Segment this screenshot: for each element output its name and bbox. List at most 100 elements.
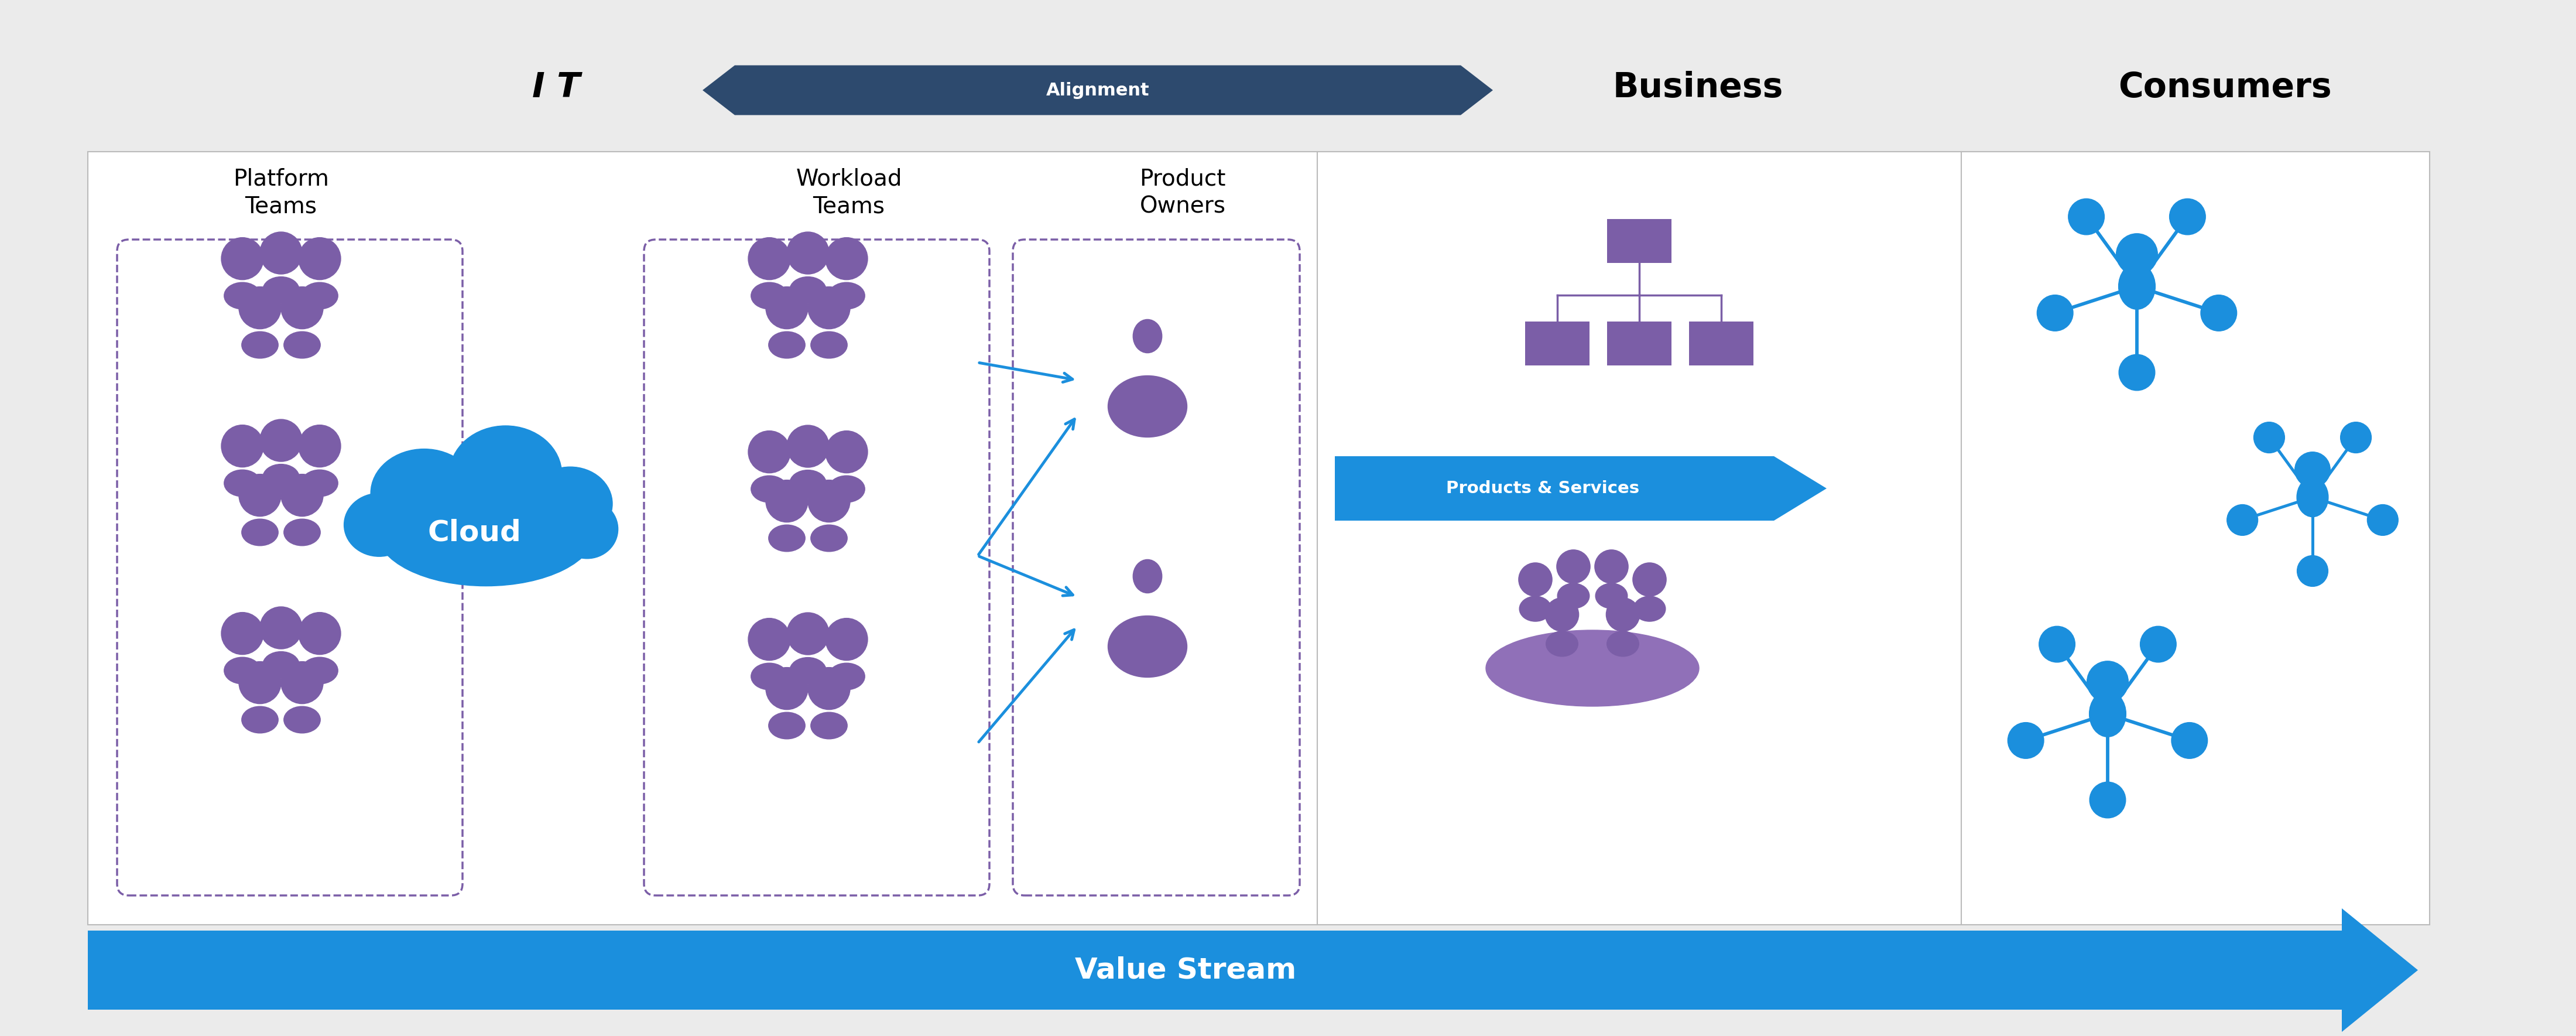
- Circle shape: [824, 431, 868, 473]
- Circle shape: [240, 662, 281, 703]
- Circle shape: [824, 618, 868, 660]
- Circle shape: [1520, 563, 1553, 597]
- Circle shape: [786, 232, 829, 275]
- Ellipse shape: [242, 332, 278, 358]
- Ellipse shape: [263, 652, 299, 679]
- Circle shape: [2038, 295, 2074, 332]
- Ellipse shape: [1595, 583, 1628, 608]
- Circle shape: [2117, 233, 2159, 275]
- Ellipse shape: [791, 470, 827, 496]
- Circle shape: [809, 480, 850, 522]
- Circle shape: [240, 474, 281, 516]
- Circle shape: [260, 232, 301, 275]
- Ellipse shape: [811, 713, 848, 739]
- Text: Platform
Teams: Platform Teams: [232, 168, 330, 218]
- Ellipse shape: [263, 277, 299, 304]
- Ellipse shape: [301, 657, 337, 684]
- Circle shape: [1546, 598, 1579, 631]
- Ellipse shape: [301, 283, 337, 309]
- Circle shape: [2172, 722, 2208, 758]
- Text: Product
Owners: Product Owners: [1139, 168, 1226, 218]
- Circle shape: [222, 425, 263, 467]
- FancyBboxPatch shape: [1607, 321, 1672, 366]
- Ellipse shape: [1108, 615, 1188, 678]
- Ellipse shape: [224, 283, 260, 309]
- Polygon shape: [88, 909, 2419, 1032]
- Ellipse shape: [528, 467, 613, 541]
- Ellipse shape: [283, 519, 319, 546]
- Circle shape: [260, 420, 301, 461]
- FancyBboxPatch shape: [1607, 219, 1672, 263]
- Circle shape: [747, 618, 791, 660]
- Circle shape: [809, 287, 850, 328]
- Ellipse shape: [263, 464, 299, 491]
- Circle shape: [2089, 782, 2125, 818]
- Ellipse shape: [224, 657, 260, 684]
- Circle shape: [747, 431, 791, 473]
- Circle shape: [765, 667, 809, 710]
- Circle shape: [2295, 452, 2331, 487]
- Ellipse shape: [556, 499, 618, 558]
- Ellipse shape: [224, 469, 260, 496]
- Circle shape: [222, 612, 263, 655]
- Circle shape: [299, 425, 340, 467]
- Ellipse shape: [242, 707, 278, 733]
- FancyBboxPatch shape: [1525, 321, 1589, 366]
- Ellipse shape: [371, 449, 477, 538]
- Circle shape: [2169, 199, 2205, 235]
- FancyBboxPatch shape: [1690, 321, 1754, 366]
- Circle shape: [765, 287, 809, 328]
- Text: Cloud: Cloud: [428, 518, 520, 546]
- Circle shape: [2069, 199, 2105, 235]
- Ellipse shape: [1558, 583, 1589, 608]
- Ellipse shape: [752, 476, 788, 502]
- Circle shape: [281, 287, 322, 328]
- Ellipse shape: [752, 283, 788, 309]
- Ellipse shape: [811, 332, 848, 358]
- Ellipse shape: [283, 332, 319, 358]
- Ellipse shape: [1133, 319, 1162, 353]
- Ellipse shape: [829, 283, 866, 309]
- Circle shape: [2007, 722, 2043, 758]
- Ellipse shape: [791, 277, 827, 304]
- Ellipse shape: [2117, 263, 2156, 310]
- Circle shape: [260, 607, 301, 649]
- Circle shape: [222, 237, 263, 280]
- Circle shape: [2087, 661, 2128, 702]
- Circle shape: [1633, 563, 1667, 597]
- Ellipse shape: [345, 493, 415, 556]
- Text: I T: I T: [533, 70, 580, 104]
- Ellipse shape: [1633, 597, 1667, 622]
- Ellipse shape: [1520, 597, 1551, 622]
- Text: Alignment: Alignment: [1046, 82, 1149, 98]
- Circle shape: [281, 662, 322, 703]
- Circle shape: [2120, 354, 2156, 391]
- Ellipse shape: [1133, 559, 1162, 593]
- Circle shape: [2040, 626, 2076, 662]
- Circle shape: [299, 237, 340, 280]
- Ellipse shape: [1486, 630, 1700, 707]
- Ellipse shape: [811, 525, 848, 551]
- Ellipse shape: [242, 519, 278, 546]
- Circle shape: [747, 237, 791, 280]
- Circle shape: [2200, 295, 2236, 332]
- Circle shape: [2254, 422, 2285, 453]
- Circle shape: [2141, 626, 2177, 662]
- Circle shape: [240, 287, 281, 328]
- Circle shape: [2226, 505, 2257, 536]
- Circle shape: [765, 480, 809, 522]
- Text: Consumers: Consumers: [2117, 70, 2331, 104]
- Circle shape: [824, 237, 868, 280]
- Text: Business: Business: [1613, 70, 1783, 104]
- Ellipse shape: [752, 663, 788, 690]
- Ellipse shape: [283, 707, 319, 733]
- Ellipse shape: [768, 332, 806, 358]
- Ellipse shape: [376, 477, 595, 586]
- Circle shape: [809, 667, 850, 710]
- Circle shape: [1595, 550, 1628, 583]
- Text: Workload
Teams: Workload Teams: [796, 168, 902, 218]
- Circle shape: [786, 612, 829, 655]
- Circle shape: [2298, 555, 2329, 586]
- Circle shape: [281, 474, 322, 516]
- Ellipse shape: [1108, 376, 1188, 437]
